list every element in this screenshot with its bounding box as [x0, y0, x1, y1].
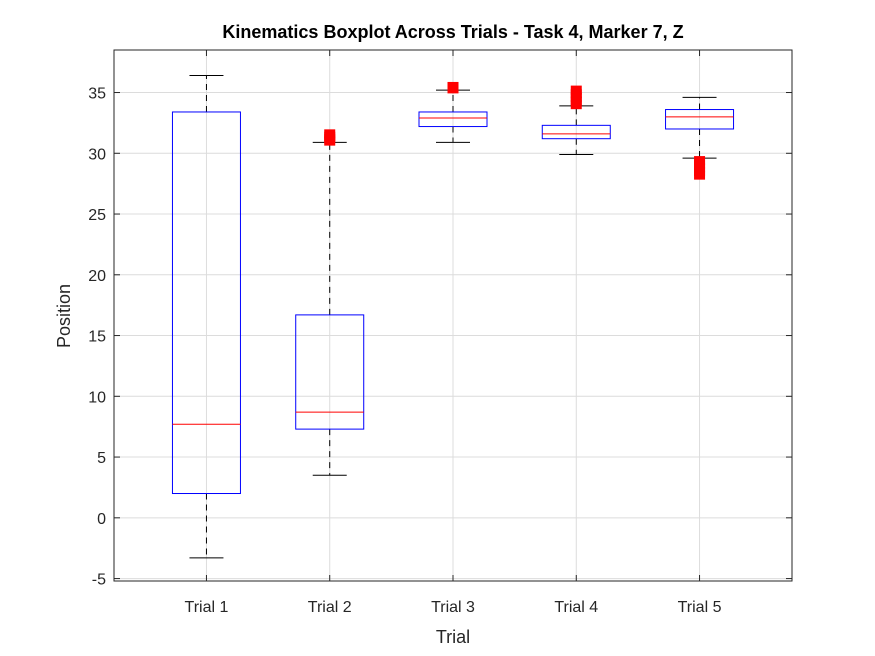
box	[171, 111, 241, 495]
x-axis-label: Trial	[436, 627, 470, 647]
box-group-3	[418, 81, 488, 143]
chart-title: Kinematics Boxplot Across Trials - Task …	[222, 22, 683, 42]
y-tick-label: 30	[88, 146, 106, 163]
y-tick-label: 25	[88, 207, 106, 224]
y-tick-label: 20	[88, 268, 106, 285]
x-tick-label: Trial 3	[431, 599, 475, 616]
outlier-point	[324, 129, 336, 139]
box-group-5	[665, 96, 735, 180]
box	[665, 109, 735, 130]
y-tick-label: 35	[88, 86, 106, 103]
grid-lines	[114, 50, 792, 581]
x-tick-label: Trial 1	[185, 599, 229, 616]
y-tick-label: 5	[97, 450, 106, 467]
box-group-1	[171, 75, 241, 559]
y-ticks: -5 0 5 10 15 20 25 30 35	[88, 86, 792, 589]
y-tick-label: 15	[88, 329, 106, 346]
box-group-4	[541, 85, 611, 155]
y-tick-label: -5	[92, 572, 106, 589]
x-tick-label: Trial 2	[308, 599, 352, 616]
box	[295, 314, 365, 430]
outlier-point	[447, 81, 459, 91]
x-ticks: Trial 1 Trial 2 Trial 3 Trial 4 Trial 5	[185, 50, 722, 616]
y-tick-label: 0	[97, 511, 106, 528]
y-axis-label: Position	[54, 284, 74, 348]
x-tick-label: Trial 5	[678, 599, 722, 616]
boxes	[171, 75, 735, 559]
box	[541, 124, 611, 140]
outlier-point	[570, 85, 582, 95]
y-tick-label: 10	[88, 389, 106, 406]
outlier-point	[694, 156, 706, 166]
x-tick-label: Trial 4	[554, 599, 598, 616]
box	[418, 111, 488, 128]
box-group-2	[295, 129, 365, 476]
